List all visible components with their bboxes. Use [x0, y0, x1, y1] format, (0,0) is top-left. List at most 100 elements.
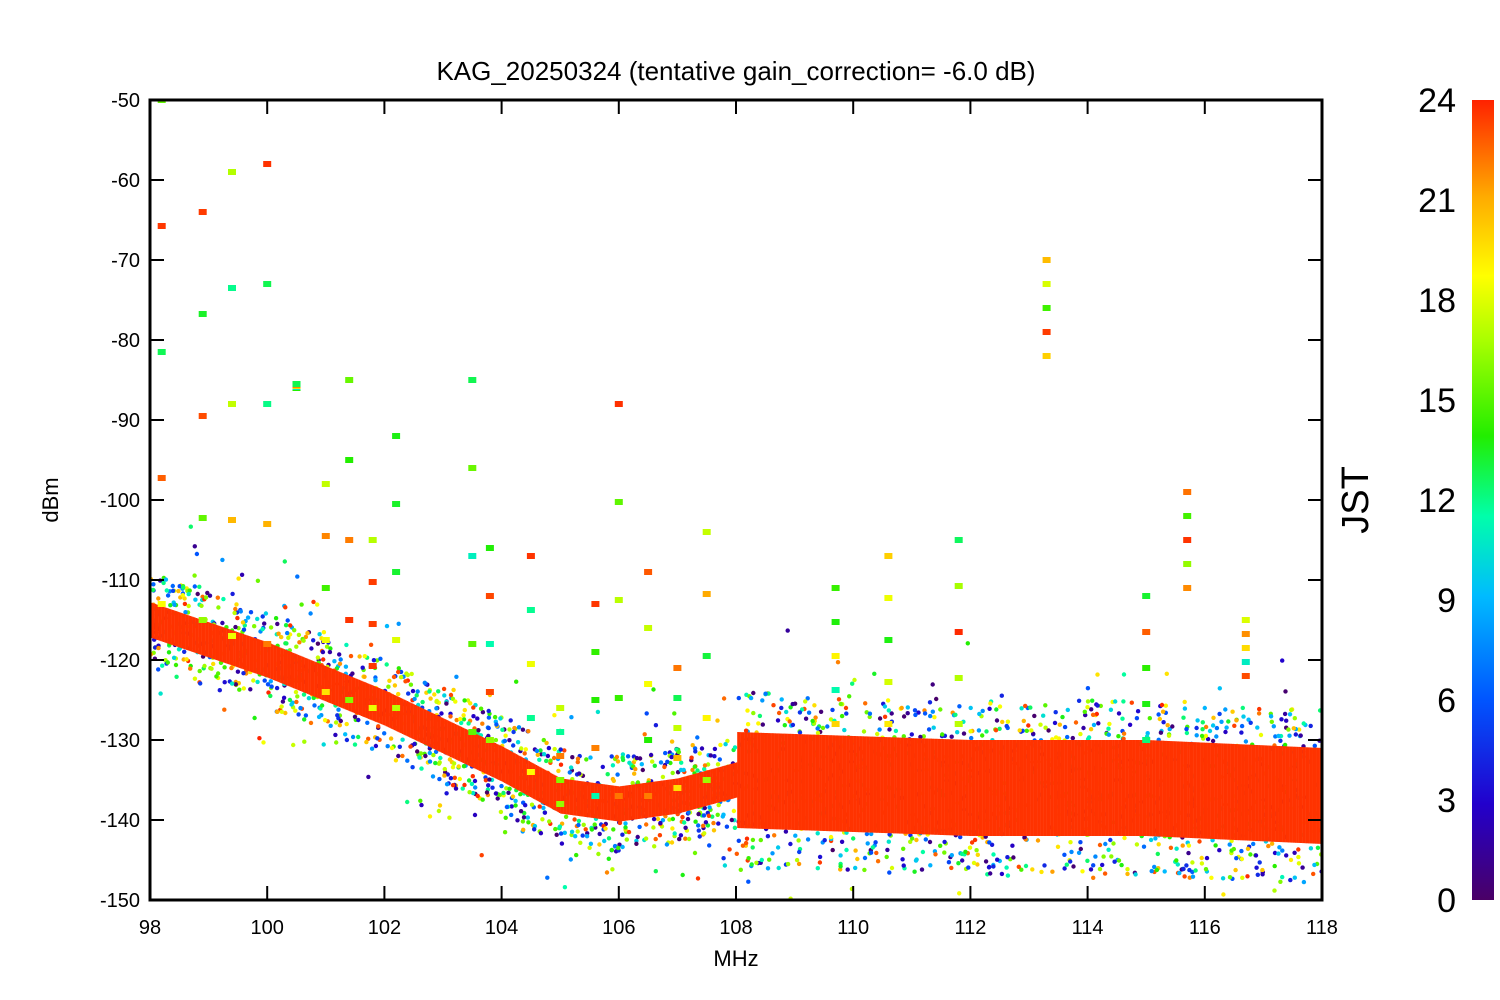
floor-segment	[263, 641, 266, 677]
floor-segment	[766, 733, 768, 829]
floor-segment	[593, 782, 595, 819]
floor-segment	[511, 751, 513, 787]
noise-point	[312, 703, 317, 708]
signal-peak	[392, 433, 401, 711]
floor-segment	[295, 653, 297, 690]
floor-segment	[417, 706, 419, 742]
floor-segment	[813, 734, 815, 831]
floor-segment	[1142, 740, 1145, 836]
noise-point	[940, 732, 945, 737]
floor-segment	[557, 777, 560, 813]
floor-segment	[264, 641, 267, 677]
peak-point	[345, 537, 354, 543]
floor-segment	[972, 740, 975, 836]
peak-point	[591, 745, 600, 751]
noise-point	[1288, 877, 1293, 883]
floor-segment	[931, 738, 934, 835]
floor-segment	[1317, 747, 1319, 844]
noise-point	[337, 661, 343, 666]
floor-segment	[199, 619, 201, 655]
floor-segment	[1007, 740, 1010, 836]
floor-segment	[1174, 741, 1176, 838]
noise-point	[437, 803, 443, 808]
floor-segment	[984, 740, 986, 836]
floor-segment	[690, 774, 692, 811]
noise-point	[217, 688, 222, 693]
noise-point	[275, 709, 280, 714]
floor-segment	[1197, 742, 1200, 839]
noise-point	[151, 582, 156, 587]
floor-segment	[1245, 744, 1248, 841]
floor-segment	[591, 782, 594, 818]
floor-segment	[1166, 740, 1168, 837]
floor-segment	[151, 602, 153, 638]
noise-point	[1065, 734, 1070, 740]
floor-segment	[1261, 745, 1263, 842]
floor-segment	[864, 736, 867, 833]
noise-point	[905, 705, 910, 710]
noise-point	[877, 716, 883, 721]
noise-point	[450, 783, 456, 788]
noise-point	[648, 752, 654, 758]
peak-point	[198, 311, 207, 317]
noise-point	[697, 834, 702, 839]
floor-segment	[720, 766, 723, 802]
floor-segment	[656, 781, 658, 817]
floor-segment	[662, 780, 664, 816]
noise-point	[317, 632, 322, 637]
noise-point	[1078, 846, 1084, 852]
noise-point	[680, 814, 685, 820]
noise-point	[815, 726, 820, 731]
floor-segment	[1122, 740, 1125, 836]
noise-point	[558, 762, 564, 767]
noise-point	[263, 611, 269, 616]
peak-point	[644, 793, 653, 799]
noise-point	[1199, 861, 1205, 866]
floor-segment	[1200, 742, 1202, 839]
floor-segment	[1048, 740, 1051, 836]
noise-point	[338, 657, 343, 662]
noise-point	[333, 732, 338, 738]
noise-point	[1141, 844, 1147, 849]
noise-point	[1301, 879, 1307, 885]
floor-segment	[219, 626, 221, 662]
floor-segment	[363, 681, 365, 717]
noise-point	[1102, 871, 1108, 876]
noise-point	[967, 845, 973, 850]
floor-segment	[1232, 743, 1235, 840]
floor-segment	[745, 732, 747, 829]
floor-segment	[634, 784, 636, 820]
floor-segment	[609, 785, 611, 821]
noise-point	[1121, 699, 1126, 704]
floor-segment	[252, 637, 254, 673]
noise-point	[968, 729, 973, 734]
noise-point	[315, 602, 320, 607]
floor-segment	[1087, 740, 1089, 836]
floor-segment	[1075, 740, 1078, 836]
noise-point	[1085, 686, 1091, 691]
floor-segment	[175, 611, 178, 647]
floor-segment	[604, 784, 607, 820]
floor-segment	[398, 697, 400, 733]
peak-point	[321, 533, 330, 539]
noise-point	[1091, 875, 1096, 880]
peak-point	[644, 569, 653, 575]
noise-point	[1271, 724, 1277, 729]
floor-segment	[384, 690, 386, 726]
floor-segment	[928, 738, 930, 835]
noise-point	[617, 842, 622, 847]
noise-point	[506, 790, 511, 795]
peak-point	[526, 553, 535, 559]
noise-point	[576, 822, 581, 828]
noise-point	[805, 837, 811, 842]
floor-segment	[355, 678, 357, 714]
noise-point	[293, 689, 299, 695]
noise-point	[923, 837, 928, 842]
noise-point	[233, 624, 238, 630]
noise-point	[938, 707, 943, 712]
noise-point	[617, 820, 623, 826]
floor-segment	[707, 770, 710, 806]
floor-segment	[663, 780, 665, 816]
floor-segment	[1310, 747, 1312, 844]
floor-segment	[920, 738, 922, 835]
